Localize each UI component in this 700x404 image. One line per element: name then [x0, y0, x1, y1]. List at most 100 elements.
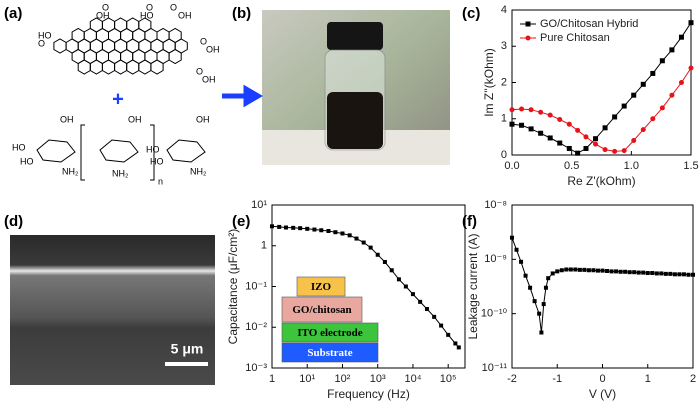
carbon-ring	[114, 59, 128, 75]
panel-label: (d)	[4, 213, 23, 230]
layer	[281, 322, 379, 343]
marker	[523, 273, 528, 278]
y-tick-label: 0	[501, 149, 507, 161]
marker	[586, 268, 591, 273]
marker	[566, 121, 572, 127]
marker	[621, 148, 627, 154]
marker	[575, 150, 581, 156]
layer	[296, 276, 346, 297]
marker	[654, 271, 659, 276]
marker	[277, 224, 282, 229]
marker	[577, 267, 582, 272]
marker	[659, 105, 665, 111]
x-tick-label: 10³	[370, 373, 386, 385]
marker	[641, 270, 646, 275]
marker	[681, 272, 686, 277]
panel-label: (b)	[232, 5, 251, 22]
x-axis-label: Frequency (Hz)	[327, 387, 410, 401]
chem-label: NH₂	[112, 168, 129, 178]
y-tick-label: 10⁻⁸	[484, 199, 507, 211]
marker	[550, 271, 555, 276]
marker	[547, 135, 553, 141]
x-tick-label: 0	[599, 373, 605, 385]
chem-label: OH	[178, 10, 192, 20]
chem-label: OH	[202, 74, 216, 84]
chem-label: HO	[20, 156, 34, 166]
marker	[650, 70, 656, 76]
marker	[582, 267, 587, 272]
y-axis-label: Leakage current (A)	[466, 233, 480, 339]
x-tick-label: 2	[690, 373, 696, 385]
marker	[623, 269, 628, 274]
x-tick-label: 10¹	[299, 373, 315, 385]
marker	[312, 227, 317, 232]
y-tick-label: 1	[261, 240, 267, 252]
marker	[669, 92, 675, 98]
series-line	[511, 237, 693, 333]
marker	[519, 259, 524, 264]
chem-label: HO	[140, 10, 154, 20]
scale-bar-label: 5 μm	[171, 341, 204, 357]
legend-marker	[525, 21, 531, 27]
chem-label: NH₂	[62, 166, 79, 176]
marker	[333, 230, 338, 235]
chem-label: HO	[146, 144, 160, 154]
sugar-ring	[36, 139, 76, 163]
marker	[326, 229, 331, 234]
x-tick-label: 0.0	[504, 160, 519, 172]
marker	[543, 285, 548, 290]
panel-label: (c)	[462, 5, 480, 22]
x-tick-label: -1	[552, 373, 562, 385]
marker	[291, 225, 296, 230]
marker	[593, 136, 599, 142]
marker	[456, 345, 461, 350]
marker	[688, 65, 694, 71]
marker	[583, 145, 589, 151]
marker	[688, 20, 694, 26]
y-axis-label: Capacitance (μF/cm²)	[226, 229, 240, 345]
y-axis-label: Im Z''(kOhm)	[482, 48, 496, 117]
y-tick-label: 2	[501, 76, 507, 88]
marker	[631, 92, 637, 98]
marker	[559, 268, 564, 273]
marker	[547, 112, 553, 118]
marker	[678, 34, 684, 40]
marker	[361, 240, 366, 245]
carbon-ring	[89, 59, 103, 75]
marker	[539, 330, 544, 335]
marker	[396, 277, 401, 282]
marker	[519, 122, 525, 128]
layer-label: Substrate	[307, 347, 352, 359]
x-tick-label: 1.0	[624, 160, 639, 172]
marker	[640, 127, 646, 133]
chem-label: OH	[128, 114, 142, 124]
marker	[621, 103, 627, 109]
chem-label: HO	[38, 30, 52, 40]
sem-image	[10, 235, 215, 385]
arrow	[222, 84, 263, 108]
chem-label: NH₂	[190, 166, 207, 176]
y-tick-label: 10⁻¹¹	[482, 362, 508, 374]
carbon-ring	[168, 48, 182, 65]
marker	[347, 233, 352, 238]
marker	[528, 126, 534, 132]
marker	[650, 271, 655, 276]
series-line	[271, 225, 460, 348]
marker	[663, 271, 668, 276]
marker	[627, 270, 632, 275]
marker	[557, 140, 563, 146]
marker	[612, 114, 618, 120]
sugar-ring	[99, 139, 139, 163]
marker	[600, 268, 605, 273]
marker	[614, 269, 619, 274]
marker	[446, 332, 451, 337]
y-tick-label: 10¹	[251, 199, 267, 211]
chem-label: OH	[206, 44, 220, 54]
marker	[557, 116, 563, 122]
marker	[537, 311, 542, 316]
marker	[375, 252, 380, 257]
marker	[532, 299, 537, 304]
marker	[528, 285, 533, 290]
marker	[519, 106, 525, 112]
